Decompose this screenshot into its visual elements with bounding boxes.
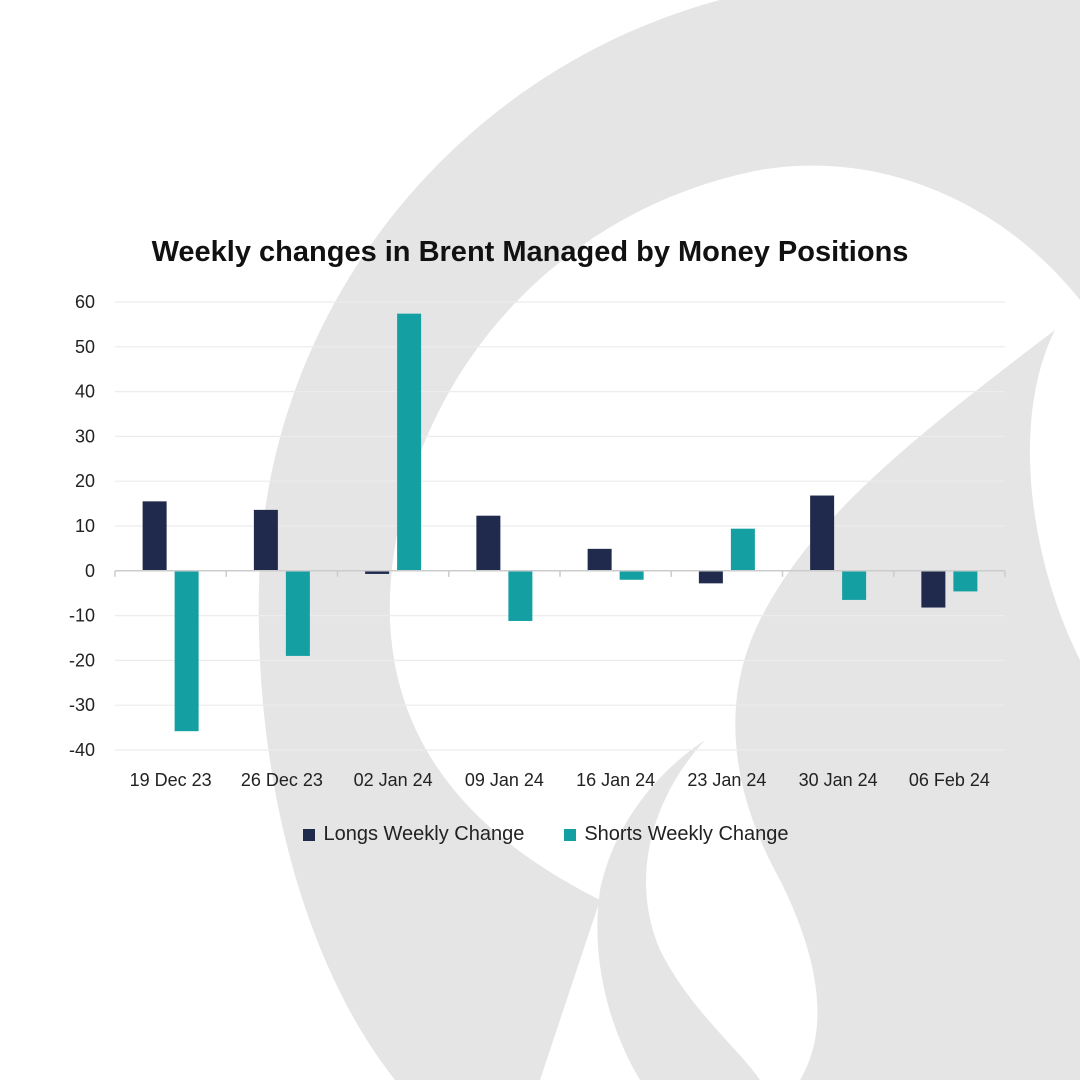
y-tick-label: 20 (75, 471, 95, 491)
x-tick-label: 16 Jan 24 (576, 770, 655, 790)
x-tick-label: 09 Jan 24 (465, 770, 544, 790)
x-tick-label: 02 Jan 24 (354, 770, 433, 790)
legend-entry-longs: Longs Weekly Change (303, 823, 524, 846)
y-tick-label: 0 (85, 561, 95, 581)
y-tick-label: 30 (75, 426, 95, 446)
gridlines (115, 301, 1005, 751)
bar-shorts (285, 570, 310, 656)
y-tick-label: 60 (75, 292, 95, 312)
y-tick-label: 40 (75, 382, 95, 402)
y-tick-label: -20 (69, 650, 95, 670)
legend-swatch-longs (303, 828, 316, 841)
watermark-outer-arc (258, 0, 1080, 1080)
watermark-lower-flame (597, 740, 760, 1080)
bar-longs (253, 509, 278, 571)
bar-longs (476, 515, 501, 571)
bar-shorts (842, 570, 867, 600)
x-tick-label: 26 Dec 23 (241, 770, 323, 790)
x-tick-label: 30 Jan 24 (799, 770, 878, 790)
y-tick-label: -30 (69, 695, 95, 715)
bar-shorts (397, 313, 422, 571)
bar-shorts (508, 570, 533, 621)
legend-swatch-shorts (564, 828, 577, 841)
legend-label-longs: Longs Weekly Change (323, 823, 525, 845)
bar-longs (587, 548, 612, 571)
chart-title: Weekly changes in Brent Managed by Money… (151, 236, 909, 268)
bar-longs (698, 570, 723, 584)
legend-entry-shorts: Shorts Weekly Change (564, 823, 789, 846)
tick-labels: 60 50 40 30 20 10 0 -10 -20 -30 -40 19 Dec 23 26 Dec… (69, 292, 990, 790)
x-tick-label: 19 Dec 23 (130, 770, 212, 790)
legend-label-shorts: Shorts Weekly Change (584, 823, 789, 845)
bar-longs (921, 570, 946, 608)
bar-shorts (619, 570, 644, 580)
x-axis (114, 570, 1006, 577)
legend: Longs Weekly Change Shorts Weekly Change (0, 823, 1080, 846)
y-tick-label: 50 (75, 337, 95, 357)
x-tick-label: 06 Feb 24 (909, 770, 990, 790)
y-tick-label: -40 (69, 740, 95, 760)
bar-longs (810, 495, 835, 571)
bar-shorts (730, 528, 755, 571)
y-tick-label: -10 (69, 606, 95, 626)
x-tick-label: 23 Jan 24 (687, 770, 766, 790)
y-tick-label: 10 (75, 516, 95, 536)
bar-shorts (174, 570, 199, 732)
bar-shorts (953, 570, 978, 592)
bar-longs (142, 501, 167, 571)
bar-longs (365, 570, 390, 574)
bars (142, 313, 978, 732)
